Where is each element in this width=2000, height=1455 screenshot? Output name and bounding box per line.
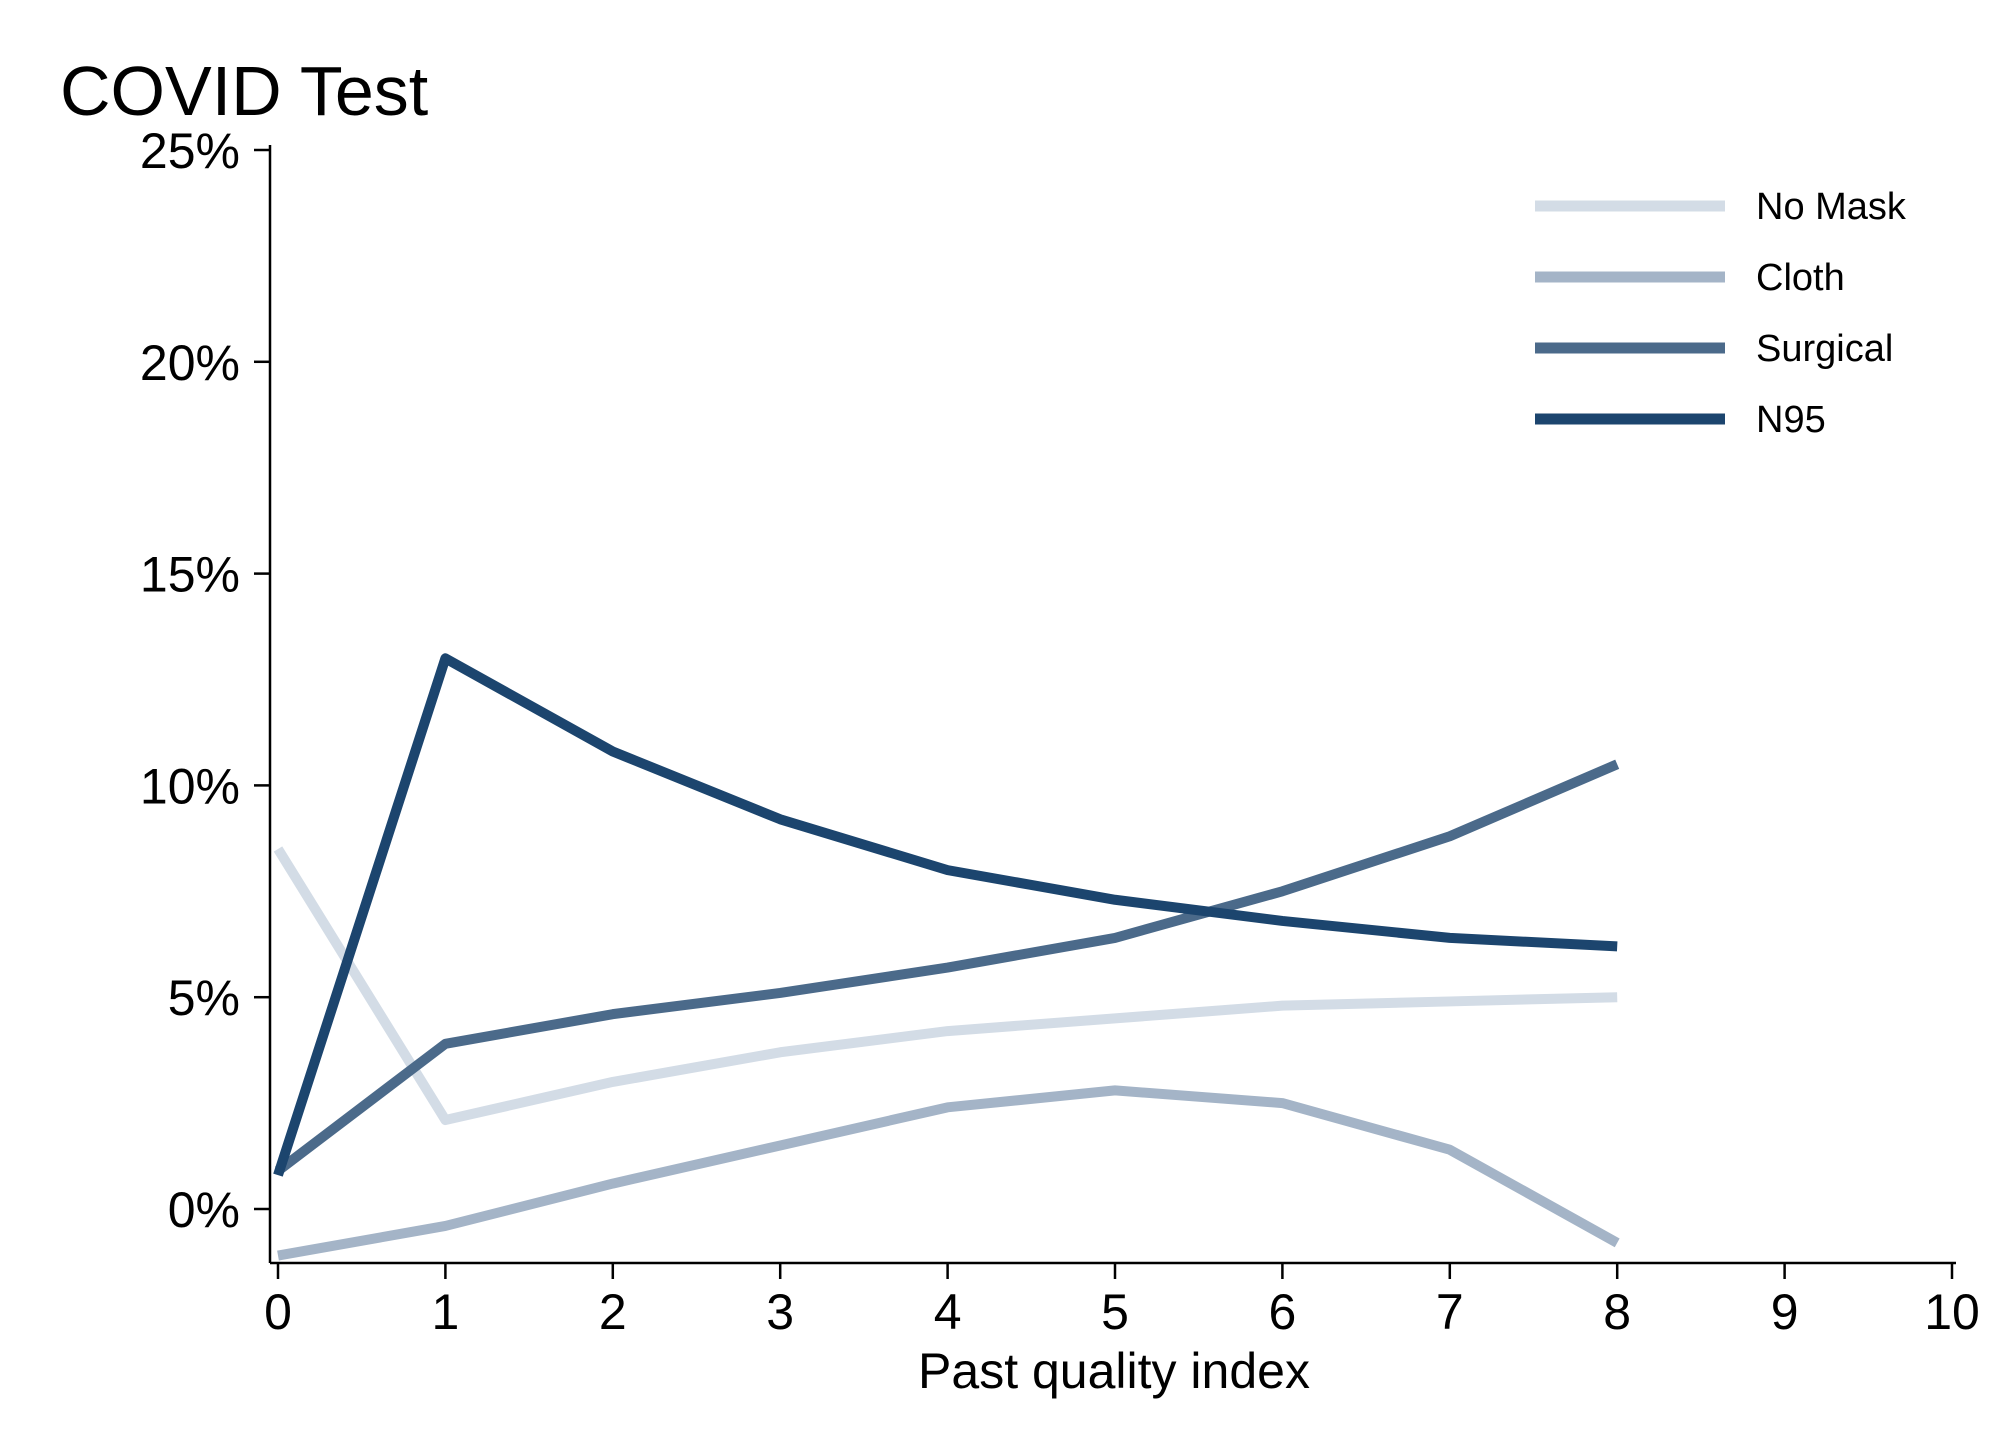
y-tick-label: 5% xyxy=(168,970,240,1026)
series-line-surgical xyxy=(274,759,1620,1175)
x-axis: 0 1 2 3 4 5 6 7 8 9 10 xyxy=(264,1261,1980,1340)
y-axis: 0% 5% 10% 15% 20% 25% xyxy=(140,123,272,1263)
chart-title: COVID Test xyxy=(60,52,428,130)
legend: No Mask Cloth Surgical N95 xyxy=(1535,186,1907,441)
y-tick-label: 10% xyxy=(140,758,240,814)
x-tick-label: 5 xyxy=(1101,1284,1129,1340)
legend-label-no-mask: No Mask xyxy=(1756,186,1907,228)
y-tick-label: 15% xyxy=(140,547,240,603)
x-tick-label: 3 xyxy=(766,1284,794,1340)
legend-label-surgical: Surgical xyxy=(1756,328,1893,370)
legend-label-cloth: Cloth xyxy=(1756,257,1845,299)
y-tick-label: 0% xyxy=(168,1182,240,1238)
x-tick-label: 4 xyxy=(934,1284,962,1340)
x-tick-label: 6 xyxy=(1268,1284,1296,1340)
plot-lines xyxy=(273,653,1620,1261)
y-tick-label: 25% xyxy=(140,123,240,179)
x-tick-label: 0 xyxy=(264,1284,292,1340)
series-line-cloth xyxy=(277,1085,1620,1261)
x-tick-label: 7 xyxy=(1436,1284,1464,1340)
x-tick-label: 9 xyxy=(1771,1284,1799,1340)
series-line-n95 xyxy=(273,653,1618,1177)
x-axis-title: Past quality index xyxy=(918,1343,1310,1399)
x-tick-label: 2 xyxy=(599,1284,627,1340)
x-tick-label: 10 xyxy=(1924,1284,1980,1340)
y-tick-label: 20% xyxy=(140,335,240,391)
series-line-no-mask xyxy=(273,846,1618,1126)
legend-label-n95: N95 xyxy=(1756,399,1826,441)
x-tick-label: 1 xyxy=(431,1284,459,1340)
x-tick-label: 8 xyxy=(1603,1284,1631,1340)
